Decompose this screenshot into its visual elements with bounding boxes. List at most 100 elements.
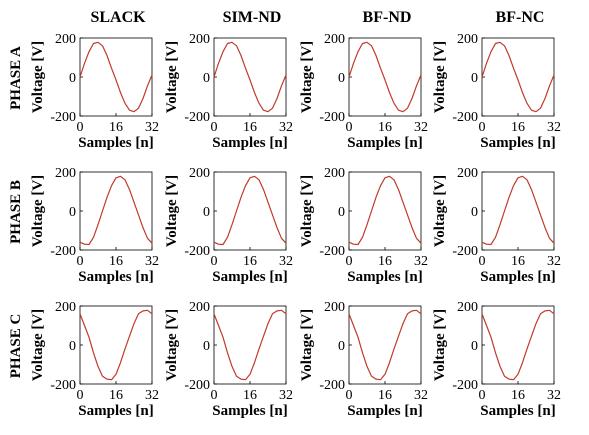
axes-box [79,171,153,251]
x-axis-label: Samples [n] [347,135,422,151]
x-tick-label: 32 [414,388,428,403]
column-title: SLACK [90,9,146,26]
y-tick-label: 200 [324,166,345,181]
series-line [213,175,287,246]
x-tick-label: 16 [243,388,257,403]
y-tick-label: -200 [184,244,210,259]
x-tick-label: 32 [145,254,159,269]
x-axis-label: Samples [n] [480,135,555,151]
y-axis-label: Voltage [V] [30,309,46,381]
x-tick-label: 0 [346,120,353,135]
y-tick-label: 200 [457,166,478,181]
row-title: PHASE B [8,180,24,244]
y-tick-label: 200 [457,300,478,315]
x-tick-label: 16 [109,254,123,269]
x-tick-label: 16 [511,388,525,403]
y-axis-label: Voltage [V] [432,309,448,381]
x-tick-label: 16 [109,388,123,403]
series-line [481,175,555,246]
axes-box [213,37,287,117]
series-line [79,175,153,246]
x-tick-label: 16 [378,120,392,135]
x-tick-label: 32 [279,120,293,135]
y-axis-label: Voltage [V] [432,175,448,247]
x-tick-label: 32 [145,388,159,403]
x-tick-label: 32 [414,120,428,135]
y-tick-label: 200 [55,300,76,315]
x-axis-label: Samples [n] [212,403,287,419]
x-tick-label: 32 [547,120,561,135]
x-tick-label: 16 [109,120,123,135]
y-axis-label: Voltage [V] [432,41,448,113]
series-line [79,41,153,113]
y-axis-label: Voltage [V] [299,175,315,247]
y-axis-label: Voltage [V] [30,175,46,247]
series-line [213,309,287,381]
y-axis-label: Voltage [V] [30,41,46,113]
y-tick-label: -200 [452,110,478,125]
series-line [213,41,287,113]
axes-box [348,37,422,117]
y-tick-label: -200 [452,244,478,259]
x-tick-label: 16 [243,120,257,135]
x-tick-label: 0 [479,120,486,135]
x-axis-label: Samples [n] [347,403,422,419]
y-tick-label: 0 [69,71,76,86]
series-line [481,309,555,381]
y-tick-label: 0 [338,339,345,354]
y-tick-label: 0 [471,339,478,354]
x-tick-label: 0 [211,120,218,135]
axes-box [79,37,153,117]
y-tick-label: 0 [203,339,210,354]
x-tick-label: 0 [479,388,486,403]
column-title: BF-ND [363,9,412,26]
y-tick-label: -200 [452,378,478,393]
x-tick-label: 0 [211,388,218,403]
x-axis-label: Samples [n] [480,403,555,419]
y-tick-label: 0 [338,205,345,220]
x-tick-label: 0 [77,120,84,135]
y-tick-label: 200 [55,32,76,47]
y-tick-label: 0 [203,205,210,220]
y-tick-label: 200 [324,32,345,47]
y-tick-label: 200 [189,300,210,315]
y-tick-label: 200 [189,32,210,47]
x-tick-label: 32 [279,254,293,269]
x-tick-label: 0 [346,388,353,403]
x-tick-label: 32 [547,254,561,269]
x-axis-label: Samples [n] [78,269,153,285]
y-tick-label: 200 [55,166,76,181]
y-tick-label: -200 [319,378,345,393]
x-axis-label: Samples [n] [480,269,555,285]
x-tick-label: 0 [77,388,84,403]
x-tick-label: 0 [346,254,353,269]
y-axis-label: Voltage [V] [299,41,315,113]
column-title: SIM-ND [223,9,282,26]
axes-box [481,171,555,251]
series-line [348,309,422,381]
series-line [481,41,555,113]
x-axis-label: Samples [n] [212,135,287,151]
x-axis-label: Samples [n] [347,269,422,285]
series-line [348,175,422,246]
series-line [79,309,153,381]
y-tick-label: -200 [50,378,76,393]
row-title: PHASE A [8,46,24,110]
x-tick-label: 32 [145,120,159,135]
y-axis-label: Voltage [V] [164,175,180,247]
y-tick-label: 0 [471,71,478,86]
x-tick-label: 16 [243,254,257,269]
x-tick-label: 0 [77,254,84,269]
x-tick-label: 16 [511,254,525,269]
y-tick-label: -200 [184,110,210,125]
y-axis-label: Voltage [V] [164,309,180,381]
